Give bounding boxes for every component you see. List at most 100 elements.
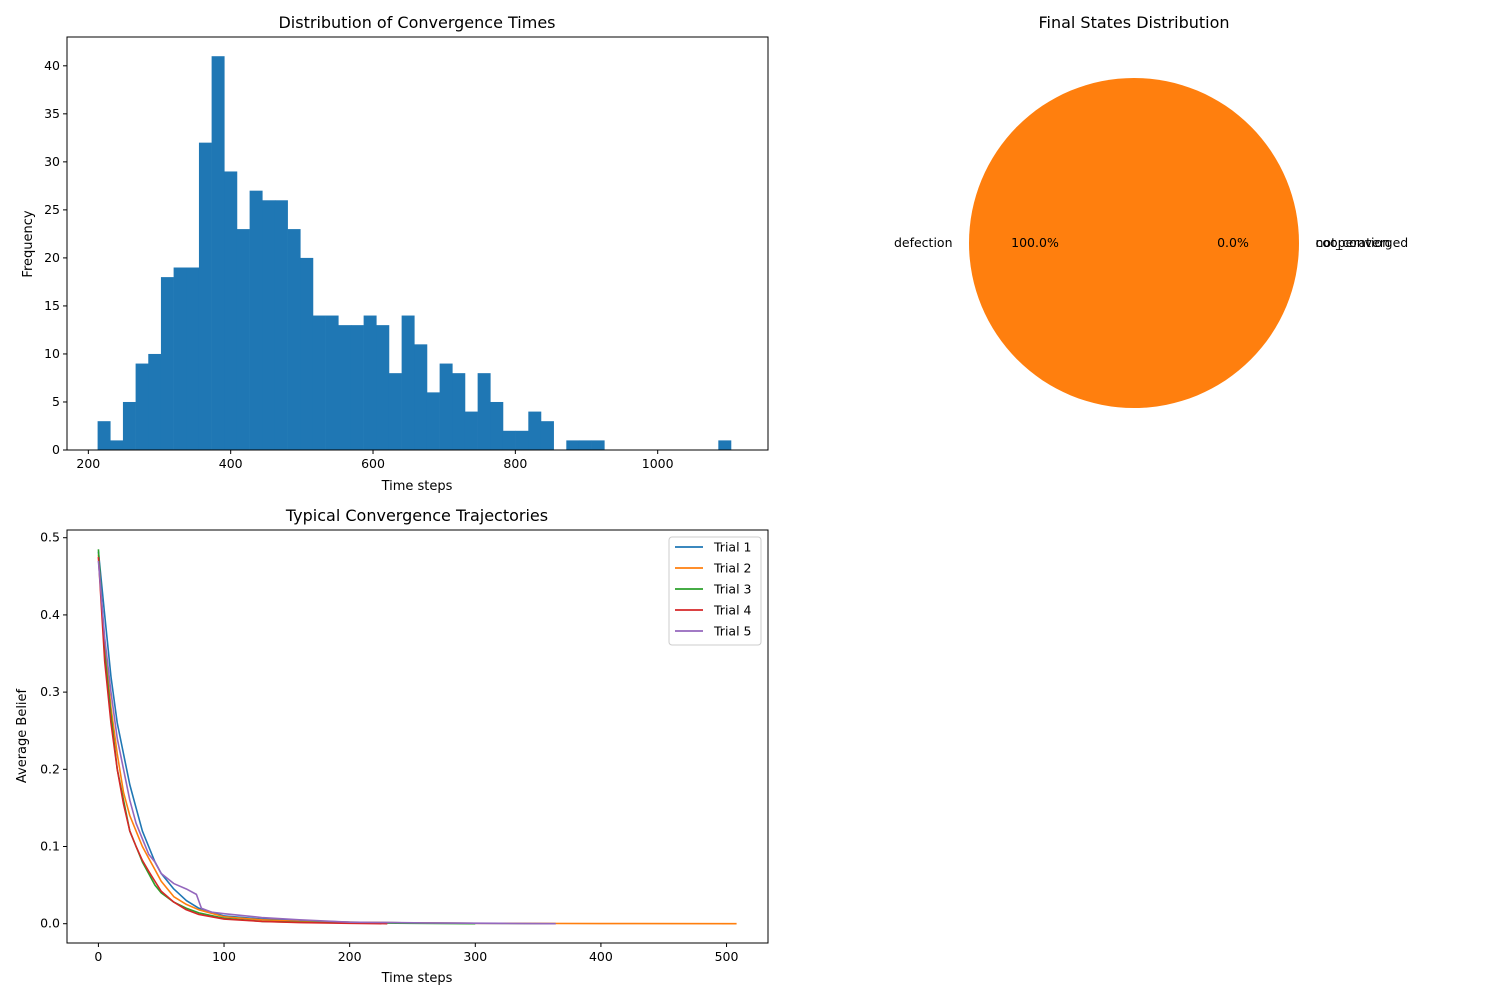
histogram-bar (515, 430, 529, 450)
histogram-bar (300, 257, 314, 450)
legend-box (668, 536, 762, 646)
trajectory-frame (66, 529, 769, 944)
trajectory-line (97, 556, 388, 925)
y-tick-label: 0.0 (40, 916, 60, 931)
histogram-bar (287, 229, 301, 450)
pie-slice-percent: 0.0% (1217, 235, 1249, 250)
histogram-x-label: Time steps (381, 479, 453, 494)
legend-items: Trial 1 Trial 2 Trial 3 Trial 4 Trial 5 (675, 540, 752, 639)
y-tick-label: 0.5 (40, 530, 60, 545)
legend-label: Trial 3 (713, 582, 751, 597)
histogram-bar (388, 373, 402, 450)
x-tick-label: 600 (361, 456, 385, 471)
histogram-bar (376, 325, 390, 450)
legend-label: Trial 1 (713, 540, 751, 555)
y-tick-label: 10 (44, 346, 60, 361)
x-tick-label: 200 (338, 949, 362, 964)
trajectory-panel: Typical Convergence Trajectories 0 100 200… (15, 506, 769, 986)
histogram-bar (173, 267, 187, 450)
pie-slice-label: defection (894, 235, 953, 250)
x-tick-label: 400 (589, 949, 613, 964)
x-tick-label: 400 (219, 456, 243, 471)
pie-slice-label: not_converged (1316, 235, 1409, 250)
histogram-frame (66, 36, 769, 451)
y-tick-label: 40 (44, 58, 60, 73)
histogram-bar (274, 200, 288, 450)
y-tick-label: 30 (44, 154, 60, 169)
y-tick-label: 15 (44, 298, 60, 313)
histogram-bar (528, 411, 542, 450)
trajectory-y-ticks: 0.0 0.1 0.2 0.3 0.4 0.5 (40, 530, 67, 931)
x-tick-label: 800 (503, 456, 527, 471)
histogram-y-ticks: 0 5 10 15 20 25 30 35 40 (44, 58, 67, 457)
pie-slice-label: cooperation (1316, 235, 1391, 250)
histogram-title: Distribution of Convergence Times (278, 13, 555, 32)
histogram-bar (578, 440, 592, 450)
legend: Trial 1 Trial 2 Trial 3 Trial 4 Trial 5 (668, 536, 762, 646)
histogram-bar (186, 267, 200, 450)
histogram-bar (148, 353, 162, 450)
legend-label: Trial 2 (713, 561, 751, 576)
histogram-panel: Distribution of Convergence Times 200 400… (21, 13, 769, 494)
histogram-bar (540, 421, 554, 450)
histogram-bar (325, 315, 339, 450)
histogram-bar (490, 401, 504, 450)
histogram-bar (224, 171, 238, 450)
y-tick-label: 0.3 (40, 684, 60, 699)
histogram-bar (477, 373, 491, 450)
histogram-bar (122, 401, 136, 450)
y-tick-label: 0 (52, 442, 60, 457)
y-tick-label: 35 (44, 106, 60, 121)
trajectory-x-ticks: 0 100 200 300 400 500 (94, 943, 739, 964)
trajectory-line (97, 560, 556, 925)
x-tick-label: 0 (94, 949, 102, 964)
trajectory-x-label: Time steps (381, 971, 453, 986)
histogram-bar (452, 373, 466, 450)
pie-panel: Final States Distribution cooperation 0.0… (894, 13, 1408, 408)
histogram-bar (338, 325, 352, 450)
histogram-x-ticks: 200 400 600 800 1000 (76, 450, 674, 471)
histogram-bar (718, 440, 732, 450)
legend-label: Trial 5 (713, 624, 751, 639)
x-tick-label: 200 (76, 456, 100, 471)
x-tick-label: 500 (715, 949, 739, 964)
histogram-bar (262, 200, 276, 450)
y-tick-label: 25 (44, 202, 60, 217)
histogram-bar (249, 190, 263, 450)
histogram-bar (135, 363, 149, 450)
histogram-bar (464, 411, 478, 450)
y-tick-label: 5 (52, 394, 60, 409)
x-tick-label: 300 (463, 949, 487, 964)
x-tick-label: 100 (212, 949, 236, 964)
pie-slices: cooperation 0.0% defection 100.0% not_conver… (894, 78, 1408, 408)
trajectory-title: Typical Convergence Trajectories (285, 506, 548, 525)
histogram-bar (211, 56, 225, 451)
histogram-bar (160, 277, 174, 450)
histogram-bar (312, 315, 326, 450)
trajectory-line (97, 554, 737, 925)
trajectory-lines (97, 549, 737, 925)
histogram-bars (97, 56, 732, 451)
y-tick-label: 0.2 (40, 761, 60, 776)
histogram-bar (426, 392, 440, 450)
pie-slice (969, 78, 1299, 408)
y-tick-label: 20 (44, 250, 60, 265)
histogram-bar (198, 142, 212, 450)
histogram-bar (350, 325, 364, 450)
y-tick-label: 0.4 (40, 607, 60, 622)
histogram-bar (97, 421, 111, 450)
y-tick-label: 0.1 (40, 839, 60, 854)
pie-title: Final States Distribution (1038, 13, 1229, 32)
histogram-bar (591, 440, 605, 450)
histogram-bar (236, 229, 250, 450)
trajectory-line (97, 551, 556, 925)
histogram-bar (439, 363, 453, 450)
histogram-bar (502, 430, 516, 450)
histogram-bar (566, 440, 580, 450)
legend-label: Trial 4 (713, 603, 752, 618)
x-tick-label: 1000 (642, 456, 674, 471)
pie-slice-percent: 100.0% (1011, 235, 1059, 250)
histogram-y-label: Frequency (21, 210, 36, 277)
histogram-bar (401, 315, 415, 450)
